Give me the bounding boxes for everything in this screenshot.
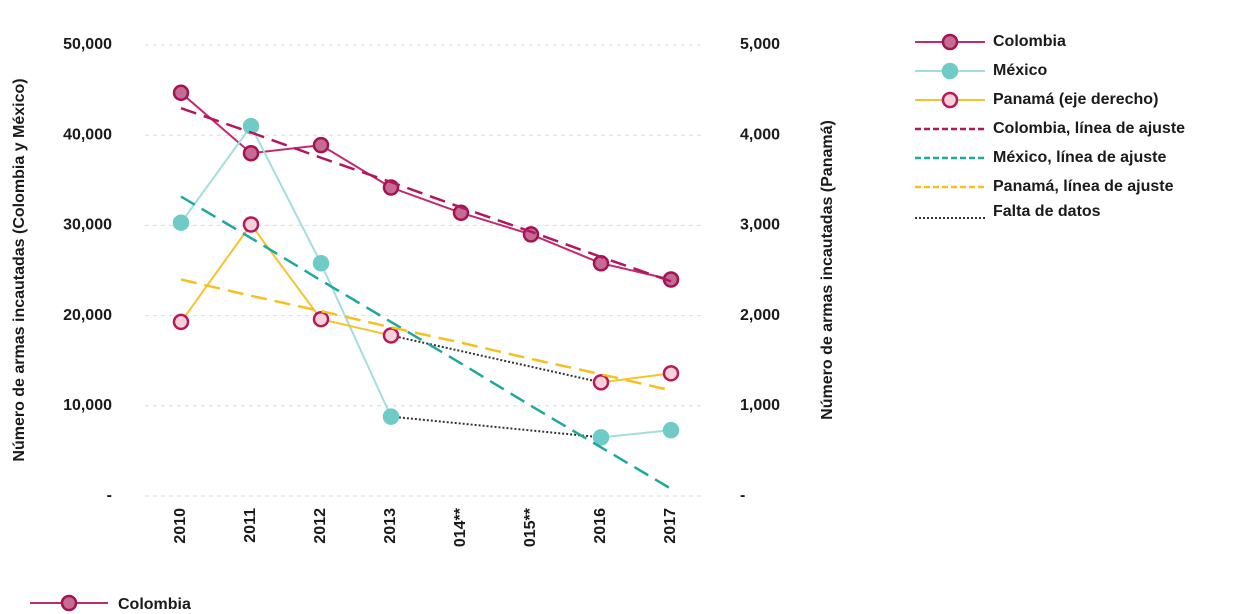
point	[382, 327, 400, 344]
legend-label: Colombia	[993, 33, 1066, 50]
y2-tick-label: 3,000	[740, 217, 780, 234]
x-tick-label: 2011	[242, 508, 259, 543]
point	[662, 421, 680, 439]
y2-tick-label: 5,000	[740, 36, 780, 53]
legend-label: México	[993, 62, 1047, 79]
legend-label: Colombia, línea de ajuste	[993, 120, 1185, 137]
point	[312, 255, 330, 272]
point	[172, 214, 190, 231]
y-tick-label: 20,000	[63, 307, 112, 324]
y-axis-title: Número de armas incautadas (Colombia y M…	[11, 78, 28, 461]
legend-label: Panamá, línea de ajuste	[993, 178, 1174, 195]
x-tick-label: 014**	[452, 507, 469, 547]
legend-marker	[941, 91, 959, 109]
point	[592, 374, 610, 391]
y2-tick-label: 4,000	[740, 126, 780, 143]
x-tick-label: 2016	[592, 508, 609, 544]
y-tick-label: 40,000	[63, 126, 112, 143]
x-tick-label: 015**	[522, 507, 539, 547]
point	[242, 117, 260, 135]
legend-marker	[941, 33, 959, 51]
y2-tick-label: -	[740, 487, 745, 504]
y2-tick-label: 2,000	[740, 307, 780, 324]
point	[312, 310, 330, 328]
fit-line	[180, 278, 672, 392]
series-line	[180, 124, 672, 439]
legend-label: Panamá (eje derecho)	[993, 91, 1158, 108]
y-tick-label: 10,000	[63, 397, 112, 414]
point	[312, 136, 330, 154]
series-line	[180, 92, 672, 281]
point	[172, 84, 190, 102]
point	[592, 429, 610, 446]
point	[242, 144, 260, 162]
x-tick-label: 2017	[662, 508, 679, 544]
footer-legend-label: Colombia	[118, 596, 191, 613]
missing-data-line	[390, 334, 602, 384]
y2-axis-title: Número de armas incautadas (Panamá)	[819, 120, 836, 420]
footer-legend-marker	[60, 594, 78, 612]
legend-label: México, línea de ajuste	[993, 149, 1167, 166]
y-tick-label: -	[107, 487, 112, 504]
legend-label: Falta de datos	[993, 203, 1101, 220]
legend-marker	[941, 62, 959, 80]
point	[662, 365, 680, 382]
x-tick-label: 2010	[172, 508, 189, 544]
point	[172, 313, 190, 331]
y-tick-label: 50,000	[63, 36, 112, 53]
y2-tick-label: 1,000	[740, 397, 780, 414]
point	[242, 216, 260, 233]
series-line	[180, 222, 672, 384]
fit-line	[180, 195, 672, 490]
point	[382, 408, 400, 425]
fit-line	[180, 106, 672, 283]
y-tick-label: 30,000	[63, 217, 112, 234]
x-tick-label: 2012	[312, 508, 329, 544]
missing-data-line	[390, 415, 602, 439]
x-tick-label: 2013	[382, 508, 399, 544]
point	[592, 255, 610, 272]
